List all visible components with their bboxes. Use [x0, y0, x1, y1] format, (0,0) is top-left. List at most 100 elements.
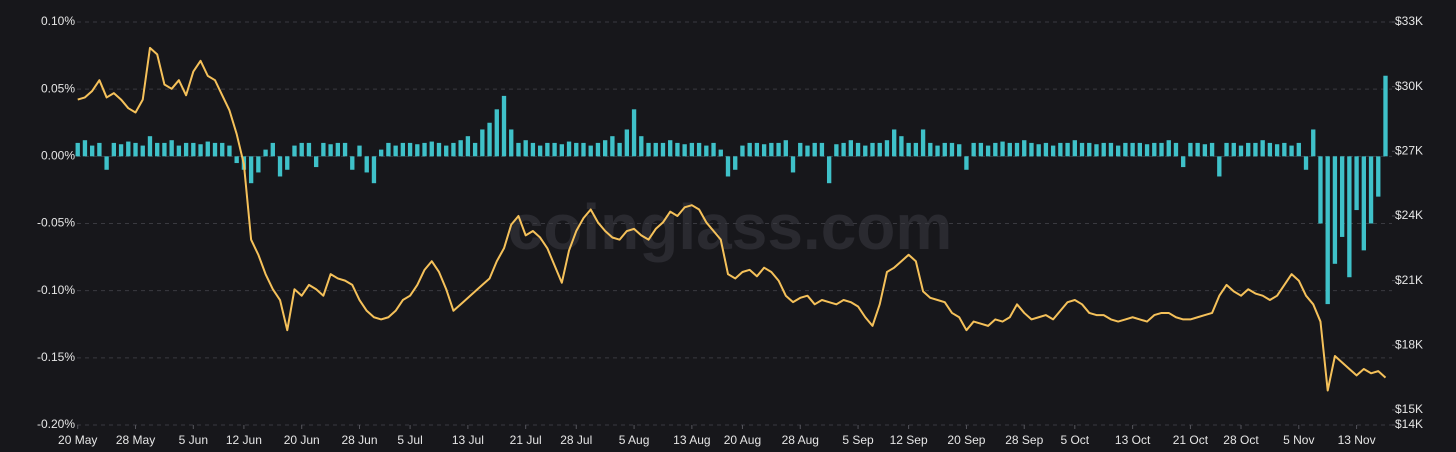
- funding-bar: [1058, 142, 1063, 157]
- funding-bar: [75, 142, 80, 157]
- funding-bar: [480, 129, 485, 157]
- funding-bar: [1325, 156, 1330, 305]
- funding-bar: [1173, 142, 1179, 157]
- funding-bar: [949, 142, 955, 157]
- price-line: [77, 46, 1387, 392]
- funding-bar: [603, 140, 608, 157]
- funding-bar: [892, 129, 897, 157]
- funding-bar: [183, 142, 189, 157]
- y-tick-label: -0.20%: [37, 417, 75, 431]
- funding-bar: [1144, 144, 1150, 157]
- y2-tick-label: $24K: [1395, 208, 1423, 222]
- funding-bar: [176, 145, 182, 157]
- funding-bar: [1050, 145, 1056, 157]
- funding-bar: [863, 145, 868, 157]
- funding-bar: [610, 136, 615, 157]
- funding-bar: [1282, 142, 1287, 157]
- x-tick-label: 28 Jun: [341, 433, 377, 447]
- funding-bar: [1202, 144, 1208, 157]
- funding-bar: [357, 145, 362, 157]
- x-tick-label: 28 Sep: [1005, 433, 1043, 447]
- funding-bar: [776, 142, 781, 157]
- funding-bar: [964, 156, 969, 170]
- funding-bar: [834, 144, 839, 157]
- funding-bar: [711, 142, 716, 157]
- funding-bar: [1094, 144, 1099, 157]
- funding-bar: [220, 142, 225, 157]
- funding-bar: [111, 142, 117, 157]
- x-tick-label: 21 Jul: [510, 433, 542, 447]
- funding-bar: [212, 142, 218, 157]
- funding-bar: [1376, 156, 1381, 197]
- x-tick-label: 5 Jul: [397, 433, 422, 447]
- funding-bar: [1101, 142, 1106, 157]
- funding-bar: [1130, 142, 1135, 157]
- funding-bar: [140, 145, 145, 157]
- funding-bar: [552, 142, 557, 157]
- funding-bar: [718, 149, 723, 157]
- funding-bar: [819, 142, 825, 157]
- funding-bar: [487, 122, 492, 157]
- funding-bar: [263, 149, 268, 157]
- funding-bar: [855, 142, 861, 157]
- funding-bar: [494, 109, 499, 157]
- funding-bar: [1115, 145, 1121, 157]
- funding-bar: [1029, 142, 1034, 157]
- funding-bar: [313, 156, 319, 168]
- funding-bar: [870, 142, 875, 157]
- funding-bar: [1166, 140, 1171, 157]
- funding-bar: [537, 145, 543, 157]
- funding-bar: [761, 144, 767, 157]
- funding-bar: [581, 142, 586, 157]
- funding-bar: [1108, 142, 1114, 157]
- x-tick-label: 28 Jul: [560, 433, 592, 447]
- funding-bar: [169, 140, 174, 157]
- funding-bar: [321, 142, 326, 157]
- funding-bar: [1361, 156, 1366, 251]
- funding-bar: [1383, 75, 1388, 157]
- funding-bar: [696, 142, 702, 157]
- funding-bar: [422, 142, 427, 157]
- funding-bar: [198, 144, 203, 157]
- funding-bar: [928, 142, 933, 157]
- funding-bar: [1079, 142, 1085, 157]
- x-tick-label: 12 Jun: [226, 433, 262, 447]
- funding-bar: [913, 142, 919, 157]
- funding-bar: [545, 142, 550, 157]
- funding-bar: [1152, 142, 1157, 157]
- funding-bar: [451, 142, 456, 157]
- x-tick-label: 20 Sep: [947, 433, 985, 447]
- funding-bar: [1181, 156, 1186, 168]
- funding-bar: [256, 156, 261, 173]
- funding-bar: [1274, 144, 1280, 157]
- funding-bar: [1014, 142, 1020, 157]
- funding-bar: [205, 141, 210, 157]
- funding-bar: [328, 144, 333, 157]
- funding-bar: [754, 142, 760, 157]
- funding-bar: [429, 141, 434, 157]
- x-tick-label: 5 Sep: [842, 433, 874, 447]
- funding-bar: [841, 142, 846, 157]
- funding-bar: [920, 129, 926, 157]
- funding-bar: [877, 142, 882, 157]
- funding-bar: [465, 136, 471, 157]
- funding-bar: [1087, 142, 1092, 157]
- funding-bar: [436, 142, 442, 157]
- funding-bar: [407, 142, 413, 157]
- watermark: coinglass.com: [508, 191, 953, 263]
- funding-bar: [147, 136, 153, 157]
- funding-bar: [1231, 142, 1236, 157]
- funding-bar: [516, 142, 521, 157]
- funding-bar: [501, 95, 507, 157]
- funding-bar: [675, 142, 680, 157]
- funding-bar: [162, 142, 167, 157]
- funding-bar: [191, 142, 196, 157]
- funding-bar: [393, 145, 398, 157]
- funding-bar: [1224, 142, 1229, 157]
- funding-bar: [1368, 156, 1374, 224]
- funding-bar: [350, 156, 355, 170]
- funding-bar: [906, 142, 911, 157]
- y2-tick-label: $30K: [1395, 79, 1423, 93]
- y-tick-label: -0.15%: [37, 350, 75, 364]
